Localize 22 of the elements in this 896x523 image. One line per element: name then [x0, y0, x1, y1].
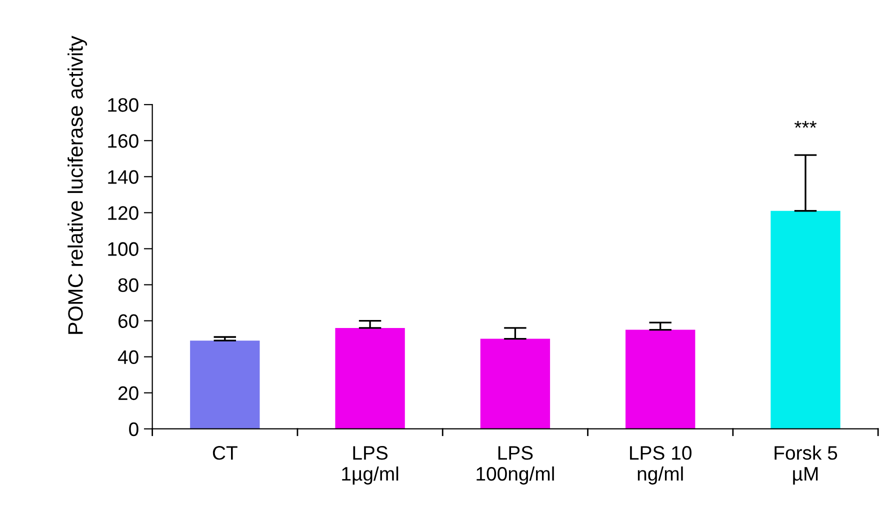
y-tick-label: 40: [118, 350, 138, 364]
bar: [626, 330, 696, 429]
x-tick-label: LPS 100ng/ml: [476, 446, 554, 485]
y-tick-label: 180: [108, 98, 138, 112]
x-tick-label: Forsk 5 µM: [774, 446, 838, 485]
x-tick-label: LPS 10 ng/ml: [630, 446, 692, 485]
bar: [480, 338, 550, 429]
x-tick-label: CT: [212, 446, 238, 460]
bar: [770, 210, 840, 429]
annotation: ***: [794, 120, 817, 128]
bar: [190, 340, 260, 429]
y-tick-label: 140: [108, 170, 138, 184]
y-axis-title: POMC relative luciferase activity: [68, 36, 87, 334]
y-tick-label: 160: [108, 134, 138, 148]
y-tick-label: 0: [129, 422, 138, 436]
x-tick-label: LPS 1µg/ml: [342, 446, 398, 485]
y-tick-label: 20: [118, 386, 138, 400]
y-tick-label: 60: [118, 314, 138, 328]
bar: [335, 328, 405, 429]
y-tick-label: 80: [118, 278, 138, 292]
y-tick-label: 100: [108, 242, 138, 256]
y-tick-label: 120: [108, 206, 138, 220]
